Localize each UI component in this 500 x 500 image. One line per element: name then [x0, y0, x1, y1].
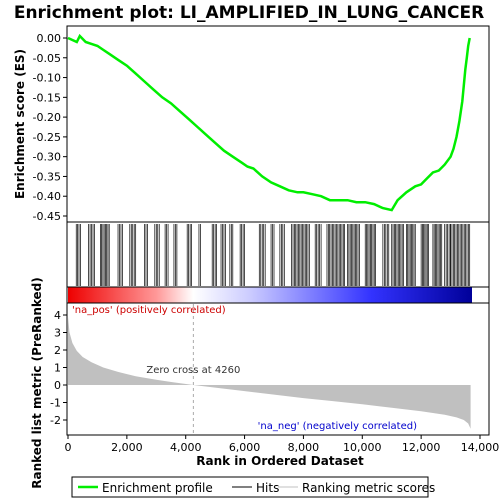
legend-profile-label: Enrichment profile	[102, 481, 213, 495]
x-tick-label: 14,000	[461, 441, 500, 454]
x-tick-label: 4,000	[170, 441, 202, 454]
es-y-ticks: 0.00 -0.05 -0.10 -0.15 -0.20 -0.25 -0.30 -0.35 -…	[33, 32, 67, 223]
es-y-tick-label: -0.15	[33, 91, 61, 104]
hits-lines	[75, 224, 471, 286]
legend-hits-label: Hits	[256, 481, 279, 495]
chart-title: Enrichment plot: LI_AMPLIFIED_IN_LUNG_CA…	[14, 3, 484, 23]
es-panel-frame	[66, 25, 490, 223]
x-tick-label: 8,000	[288, 441, 320, 454]
pos-label: 'na_pos' (positively correlated)	[72, 305, 226, 316]
x-axis-label: Rank in Ordered Dataset	[196, 454, 364, 468]
x-tick-label: 12,000	[402, 441, 441, 454]
metric-panel: 4 3 2 1 0 -1 -2 0 2,000 4,000 6,000 8,000 10,000 12,…	[30, 277, 499, 489]
ranking-metric-area	[68, 316, 471, 429]
x-tick-label: 2,000	[111, 441, 143, 454]
es-y-tick-label: 0.00	[37, 32, 62, 45]
es-y-tick-label: -0.40	[33, 190, 61, 203]
metric-y-tick-label: -2	[50, 414, 61, 427]
metric-y-ticks: 4 3 2 1 0 -1 -2	[50, 309, 67, 427]
hits-panel	[66, 221, 490, 288]
es-y-tick-label: -0.20	[33, 111, 61, 124]
metric-panel-frame	[66, 302, 490, 436]
es-y-tick-label: -0.05	[33, 52, 61, 65]
metric-y-tick-label: 2	[54, 344, 61, 357]
metric-y-tick-label: 0	[54, 379, 61, 392]
x-tick-label: 0	[65, 441, 72, 454]
es-y-tick-label: -0.45	[33, 210, 61, 223]
neg-label: 'na_neg' (negatively correlated)	[258, 421, 417, 432]
enrichment-profile-line	[67, 33, 471, 212]
es-y-tick-label: -0.30	[33, 151, 61, 164]
metric-y-tick-label: -1	[50, 397, 61, 410]
es-y-tick-label: -0.35	[33, 170, 61, 183]
legend: Enrichment profile Hits Ranking metric s…	[71, 476, 435, 498]
es-y-tick-label: -0.10	[33, 72, 61, 85]
metric-y-tick-label: 3	[54, 327, 61, 340]
x-tick-label: 6,000	[229, 441, 261, 454]
es-y-axis-label: Enrichment score (ES)	[13, 49, 27, 199]
rank-color-band	[68, 287, 472, 303]
metric-y-tick-label: 4	[54, 309, 61, 322]
x-tick-label: 10,000	[343, 441, 382, 454]
hits-panel-frame	[66, 221, 490, 288]
zero-cross-label: Zero cross at 4260	[146, 365, 240, 376]
metric-y-tick-label: 1	[54, 362, 61, 375]
x-ticks: 0 2,000 4,000 6,000 8,000 10,000 12,000 14,000	[65, 435, 500, 454]
metric-y-axis-label: Ranked list metric (PreRanked)	[30, 277, 44, 489]
legend-metric-label: Ranking metric scores	[302, 481, 435, 495]
es-y-tick-label: -0.25	[33, 131, 61, 144]
es-panel: 0.00 -0.05 -0.10 -0.15 -0.20 -0.25 -0.30 -0.35 -…	[13, 25, 490, 223]
